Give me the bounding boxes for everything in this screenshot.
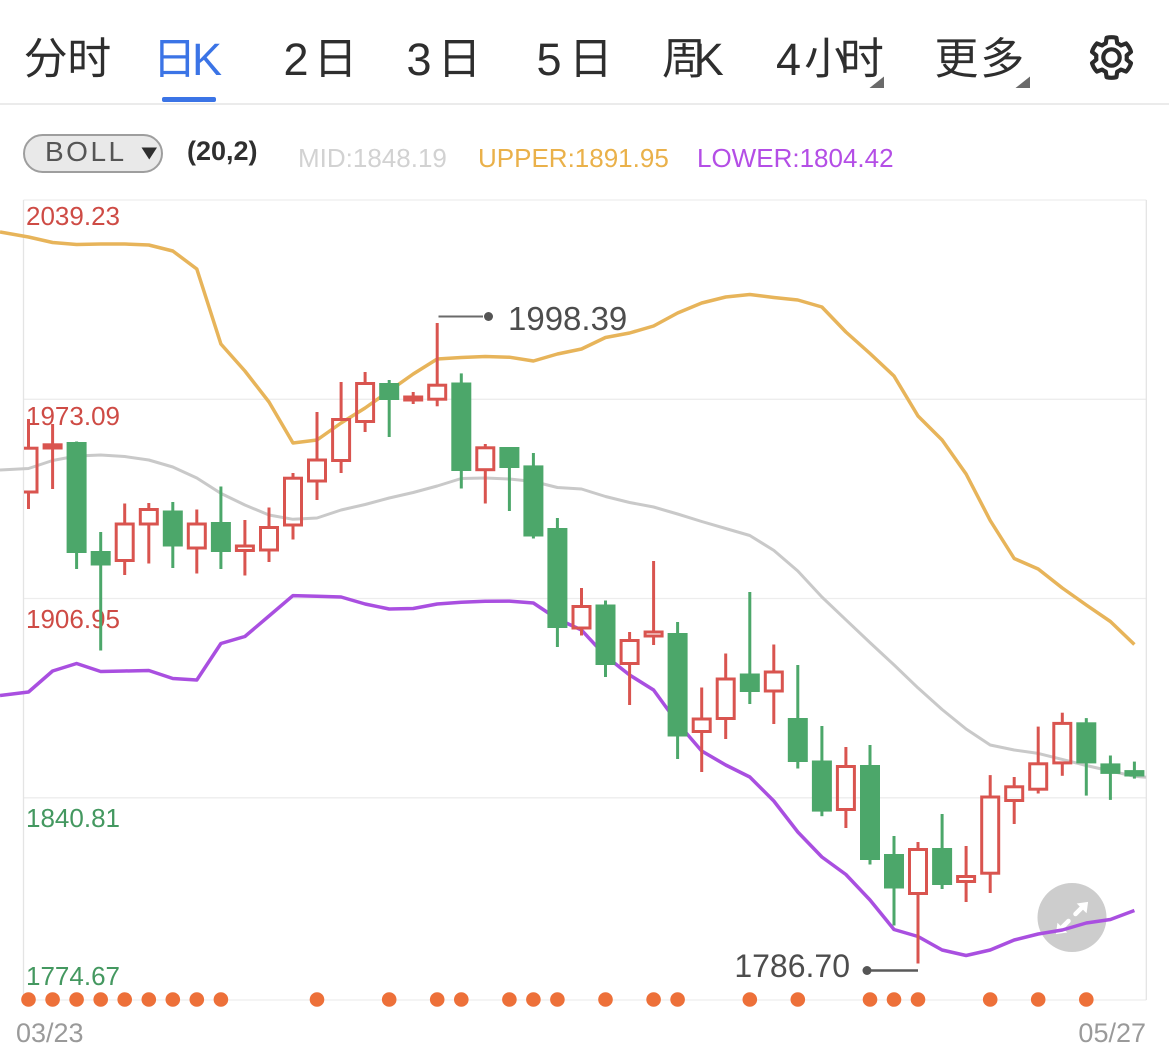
svg-text:1998.39: 1998.39 (508, 300, 627, 337)
svg-text:1840.81: 1840.81 (26, 803, 120, 833)
svg-text:1774.67: 1774.67 (26, 961, 120, 991)
svg-text:2039.23: 2039.23 (26, 201, 120, 231)
svg-text:1786.70: 1786.70 (734, 948, 850, 984)
svg-text:1906.95: 1906.95 (26, 604, 120, 634)
svg-text:1973.09: 1973.09 (26, 401, 120, 431)
svg-text:05/27: 05/27 (1078, 1018, 1146, 1048)
svg-text:03/23: 03/23 (16, 1018, 84, 1048)
